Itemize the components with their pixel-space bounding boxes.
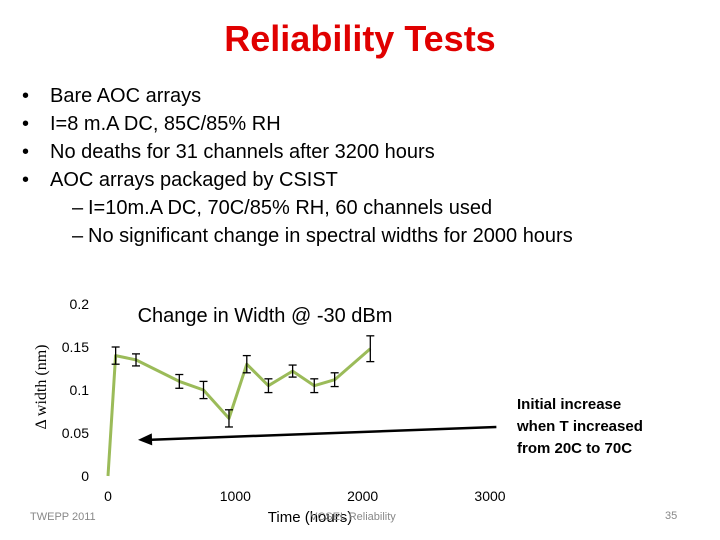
annotation-arrow-head bbox=[138, 433, 153, 446]
error-bar bbox=[175, 373, 184, 389]
bullet-text: Bare AOC arrays bbox=[50, 85, 202, 107]
axes: 0 0.05 0.1 0.15 0.2 0 1000 2000 3000 bbox=[62, 296, 506, 504]
sub-bullet-item: – No significant change in spectral width… bbox=[72, 225, 573, 247]
x-axis-label: Time (hours) bbox=[268, 509, 352, 526]
y-tick-label: 0.15 bbox=[62, 339, 89, 355]
series-line bbox=[106, 347, 372, 477]
y-axis-label: Δ width (nm) bbox=[33, 345, 50, 430]
sub-bullet-text: I=10m.A DC, 70C/85% RH, 60 channels used bbox=[88, 197, 493, 219]
bullet-text: I=8 m.A DC, 85C/85% RH bbox=[50, 113, 281, 135]
bullet-text: No deaths for 31 channels after 3200 hou… bbox=[50, 141, 435, 163]
x-tick-label: 1000 bbox=[220, 488, 251, 504]
error-bar bbox=[366, 335, 375, 363]
error-bar bbox=[310, 378, 319, 394]
annotation-line: Initial increase bbox=[517, 396, 621, 413]
bullet-item: • AOC arrays packaged by CSIST bbox=[22, 169, 338, 191]
error-bar bbox=[330, 372, 339, 388]
annotation: Initial increase when T increased from 2… bbox=[138, 396, 643, 457]
bullet-item: • No deaths for 31 channels after 3200 ho… bbox=[22, 141, 435, 163]
footer-conference: TWEPP 2011 bbox=[30, 511, 96, 523]
error-bar bbox=[288, 364, 297, 378]
bullet-list: • Bare AOC arrays • I=8 m.A DC, 85C/85% RH… bbox=[22, 82, 573, 250]
y-tick-label: 0 bbox=[81, 468, 89, 484]
y-tick-label: 0.1 bbox=[70, 382, 90, 398]
series bbox=[106, 335, 375, 477]
error-bar bbox=[264, 378, 273, 394]
bullet-text: AOC arrays packaged by CSIST bbox=[50, 169, 338, 191]
annotation-line: from 20C to 70C bbox=[517, 440, 632, 457]
bullet-item: • Bare AOC arrays bbox=[22, 85, 202, 107]
error-bar bbox=[111, 346, 120, 365]
error-bar bbox=[199, 380, 208, 400]
sub-bullet-text: No significant change in spectral widths… bbox=[88, 225, 573, 247]
slide-title: Reliability Tests bbox=[224, 18, 496, 59]
footer-topic: VCSEL Reliability bbox=[310, 511, 396, 523]
x-tick-label: 2000 bbox=[347, 488, 378, 504]
chart-title: Change in Width @ -30 dBm bbox=[138, 305, 393, 327]
error-bar bbox=[242, 354, 251, 374]
page-number: 35 bbox=[665, 510, 678, 522]
x-tick-label: 0 bbox=[104, 488, 112, 504]
annotation-line: when T increased bbox=[516, 418, 643, 435]
y-tick-label: 0.2 bbox=[70, 296, 90, 312]
y-tick-label: 0.05 bbox=[62, 425, 89, 441]
x-tick-label: 3000 bbox=[474, 488, 505, 504]
error-bar bbox=[132, 353, 141, 367]
annotation-arrow-line bbox=[147, 425, 497, 442]
bullet-item: • I=8 m.A DC, 85C/85% RH bbox=[22, 113, 281, 135]
sub-bullet-item: – I=10m.A DC, 70C/85% RH, 60 channels use… bbox=[72, 197, 493, 219]
error-bar bbox=[224, 409, 233, 428]
